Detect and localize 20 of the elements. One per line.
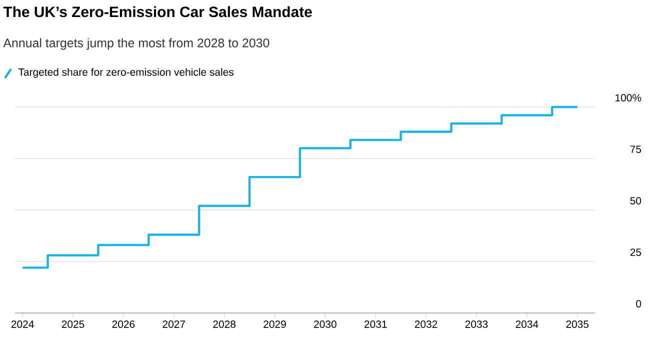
y-tick-label: 50 (630, 197, 642, 204)
x-tick-label: 2025 (62, 320, 84, 328)
x-tick-label: 2030 (314, 320, 336, 328)
chart-subtitle: Annual targets jump the most from 2028 to 2030 (3, 38, 270, 50)
chart-title: The UK’s Zero-Emission Car Sales Mandate (3, 6, 312, 18)
y-tick-label: 100% (616, 94, 642, 102)
legend-label: Targeted share for zero-emission vehicle sales (18, 68, 234, 78)
x-tick-label: 2034 (516, 320, 538, 328)
x-tick-label: 2028 (213, 320, 236, 328)
x-tick-label: 2024 (11, 320, 34, 328)
x-tick-label: 2031 (364, 320, 387, 328)
x-tick-label: 2029 (264, 320, 286, 328)
x-tick-label: 2027 (162, 320, 185, 328)
x-tick-label: 2033 (465, 320, 488, 328)
x-tick-label: 2035 (566, 320, 589, 328)
x-tick-label: 2026 (112, 320, 135, 328)
x-tick-label: 2032 (414, 320, 438, 328)
y-tick-label: 75 (630, 146, 642, 153)
y-tick-label: 25 (630, 248, 642, 256)
y-tick-label: 0 (636, 300, 642, 308)
